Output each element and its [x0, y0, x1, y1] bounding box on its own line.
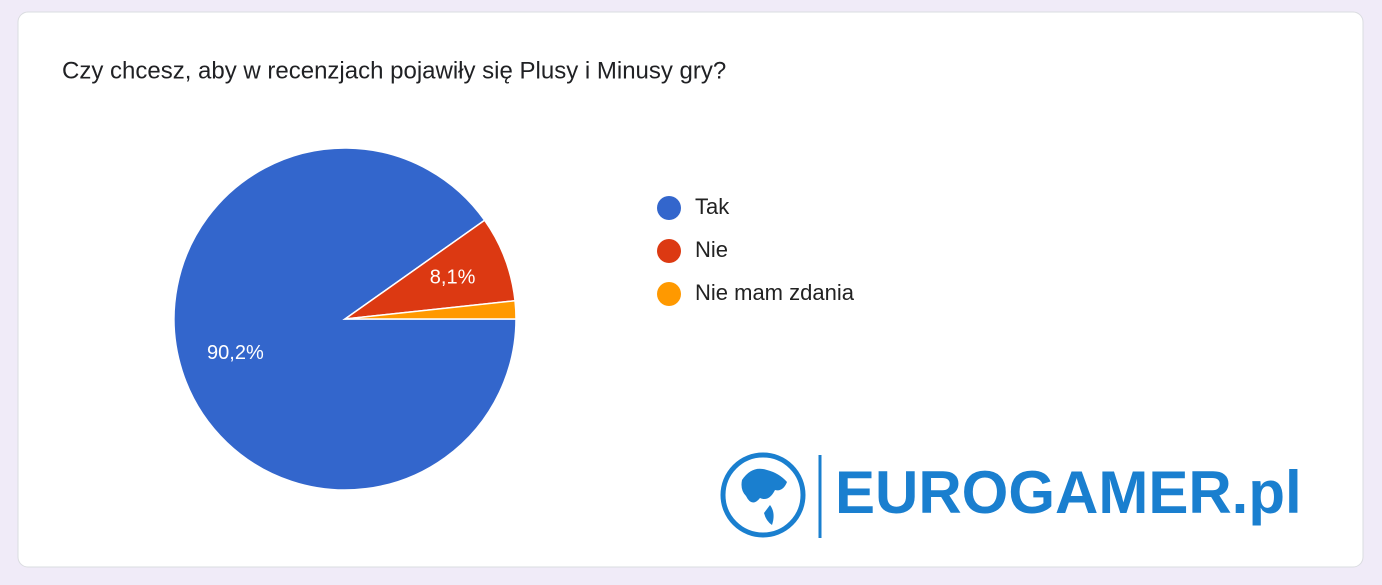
- legend-label: Nie mam zdania: [695, 280, 855, 305]
- logo-globe: [720, 452, 806, 538]
- legend-marker: [657, 282, 681, 306]
- slice-label: 8,1%: [430, 267, 476, 289]
- slice-label: 90,2%: [207, 342, 264, 364]
- chart-title: Czy chcesz, aby w recenzjach pojawiły si…: [62, 57, 726, 84]
- legend-marker: [657, 196, 681, 220]
- legend-label: Nie: [695, 237, 728, 262]
- legend-label: Tak: [695, 194, 730, 219]
- pie-slice: [344, 299, 517, 320]
- logo-text: EUROGAMER.pl: [835, 459, 1302, 526]
- legend-marker: [657, 239, 681, 263]
